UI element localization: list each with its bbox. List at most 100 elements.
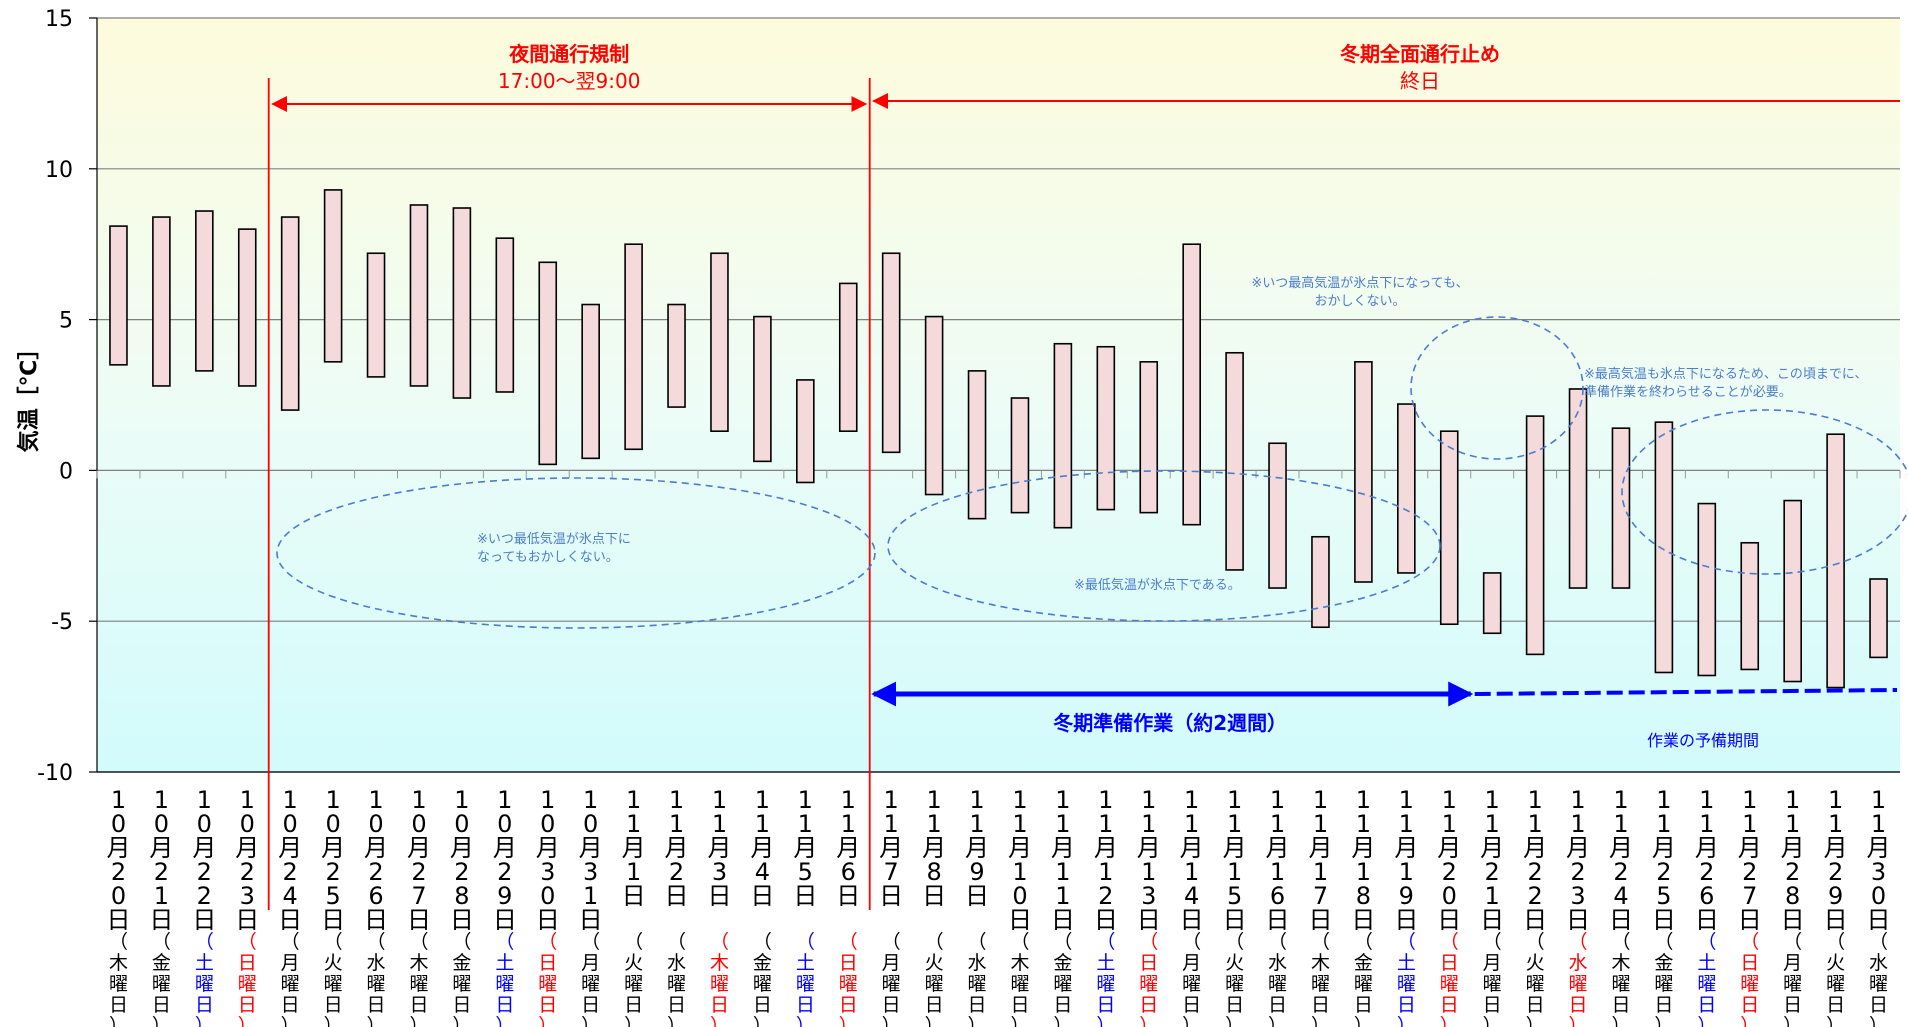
x-day-label: （月曜日）	[1483, 931, 1502, 1027]
range-bar	[1225, 351, 1244, 571]
range-bar	[323, 189, 343, 363]
range-bar	[1783, 499, 1802, 683]
x-day-label: （水曜日）	[968, 931, 987, 1027]
x-day-label: （火曜日）	[624, 931, 643, 1027]
x-day-label: （日曜日）	[538, 931, 557, 1027]
range-bar	[1482, 572, 1502, 635]
x-day-label: （日曜日）	[238, 931, 257, 1027]
range-bar	[1697, 502, 1717, 677]
range-bar	[624, 243, 643, 451]
night-subtitle: 17:00～翌9:00	[498, 69, 641, 93]
winter-title: 冬期全面通行止め	[1340, 42, 1500, 66]
x-day-label: （木曜日）	[109, 931, 128, 1027]
x-day-label: （日曜日）	[1440, 931, 1459, 1027]
x-day-label: （水曜日）	[1569, 931, 1588, 1027]
note-max-may: ※いつ最高気温が氷点下になっても、おかしくない。	[1251, 275, 1468, 309]
range-bars	[109, 189, 1888, 689]
x-day-label: （金曜日）	[1654, 931, 1673, 1027]
range-bar	[1139, 361, 1159, 514]
x-day-label: （日曜日）	[839, 931, 858, 1027]
reserve-line	[1474, 688, 1898, 696]
x-day-label: （月曜日）	[882, 931, 901, 1027]
x-day-label: （木曜日）	[1611, 931, 1630, 1027]
range-bar	[924, 315, 944, 496]
range-bar	[1740, 541, 1760, 671]
range-bar	[581, 303, 600, 460]
note-max-below: ※最高気温も氷点下になるため、この頃までに、準備作業を終わらせることが必要。	[1584, 366, 1868, 400]
range-bar	[1869, 578, 1888, 659]
y-tick-label: 5	[59, 309, 73, 334]
range-bar	[1525, 415, 1545, 656]
y-tick-label: -5	[51, 610, 73, 635]
night-title: 夜間通行規制	[508, 42, 629, 66]
range-bar	[1439, 430, 1459, 626]
x-day-label: （土曜日）	[1096, 931, 1115, 1027]
y-axis-title: 気温［℃］	[16, 338, 42, 453]
x-day-label: （日曜日）	[1740, 931, 1759, 1027]
x-day-label: （火曜日）	[324, 931, 343, 1027]
x-day-label: （月曜日）	[1783, 931, 1802, 1027]
x-day-label: （月曜日）	[581, 931, 600, 1027]
range-bar	[1611, 427, 1631, 589]
range-bar	[195, 210, 214, 372]
range-bar	[796, 379, 815, 484]
range-bar	[109, 225, 128, 366]
y-tick-label: 15	[45, 7, 73, 32]
x-day-label: （火曜日）	[925, 931, 944, 1027]
x-day-label: （木曜日）	[1311, 931, 1330, 1027]
range-bar	[1010, 397, 1030, 514]
x-day-label: （木曜日）	[1010, 931, 1029, 1027]
range-bar	[1826, 433, 1845, 689]
range-bar	[1397, 403, 1416, 574]
range-bar	[280, 216, 300, 411]
range-bar	[1096, 345, 1116, 511]
prep-label: 冬期準備作業（約2週間）	[1053, 711, 1287, 735]
range-bar	[838, 282, 858, 432]
range-bar	[710, 252, 729, 432]
range-bar	[1654, 421, 1674, 674]
y-tick-label: 10	[45, 158, 73, 183]
x-day-label: （火曜日）	[1826, 931, 1845, 1027]
x-day-label: （木曜日）	[409, 931, 428, 1027]
range-bar	[237, 228, 257, 387]
ellipse-min-below	[887, 470, 1441, 622]
range-bar	[1268, 442, 1287, 589]
y-tick-label: -10	[37, 761, 73, 786]
x-day-label: （金曜日）	[152, 931, 171, 1027]
x-day-label: （月曜日）	[1182, 931, 1201, 1027]
range-bar	[409, 204, 429, 387]
x-day-label: （日曜日）	[1139, 931, 1158, 1027]
x-day-label: （木曜日）	[710, 931, 729, 1027]
x-day-label: （水曜日）	[1869, 931, 1888, 1027]
x-day-label: （火曜日）	[1225, 931, 1244, 1027]
x-day-label: （土曜日）	[1697, 931, 1716, 1027]
ellipse-max-may	[1410, 316, 1584, 460]
x-day-label: （土曜日）	[1397, 931, 1416, 1027]
x-day-label: （金曜日）	[452, 931, 471, 1027]
